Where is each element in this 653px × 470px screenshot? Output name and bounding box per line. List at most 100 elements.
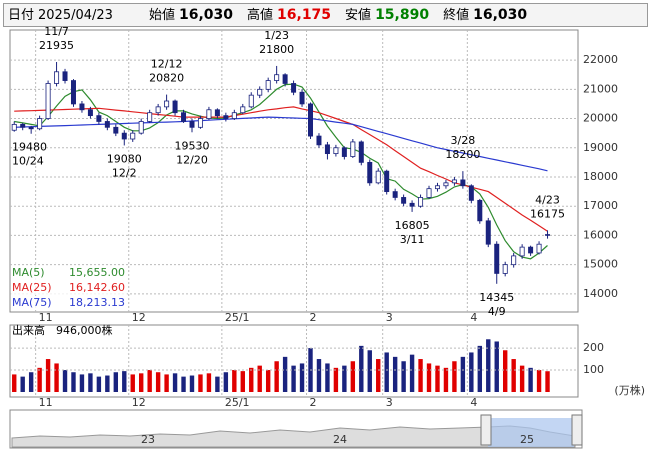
navigator-label: 23: [141, 433, 155, 446]
volume-bar: [291, 365, 296, 392]
legend-bg: [11, 281, 127, 295]
date-label: 日付: [8, 8, 35, 23]
volume-bar: [223, 372, 229, 392]
volume-bar: [147, 370, 152, 392]
candle-body: [536, 243, 542, 254]
candle-body: [274, 74, 280, 81]
candle-body: [231, 112, 237, 119]
annotation-date: 10/24: [12, 155, 44, 168]
x-tick-label: 11: [39, 396, 53, 409]
volume-bar: [54, 363, 59, 392]
volume-bar: [113, 372, 119, 392]
candle-body: [70, 80, 76, 105]
volume-label: 出来高: [12, 323, 45, 337]
legend-value: 16,142.60: [69, 281, 125, 294]
candle-body: [206, 109, 212, 119]
volume-bar: [477, 345, 483, 392]
candle-body: [350, 141, 356, 157]
volume-tick-label: 100: [583, 363, 604, 376]
candle-body: [451, 179, 457, 184]
candle-body: [104, 121, 110, 128]
y-tick-label: 16000: [583, 228, 618, 241]
legend-bg: [11, 296, 127, 310]
navigator-handle-left[interactable]: [480, 414, 492, 446]
annotation-date: 4/23: [535, 193, 560, 206]
candle-body: [494, 243, 500, 274]
volume-bar: [71, 372, 76, 392]
legend-bg: [11, 266, 127, 280]
candle-body: [426, 188, 432, 198]
candle-body: [87, 109, 93, 117]
volume-bar: [384, 352, 389, 392]
volume-bar: [96, 376, 102, 392]
candle-body: [54, 71, 60, 84]
candle-body: [358, 141, 364, 163]
candle-body: [197, 118, 203, 128]
annotation-value: 19530: [174, 139, 209, 152]
volume-bar: [469, 352, 474, 392]
candle-body: [96, 115, 102, 122]
x-tick-label: 12: [132, 311, 146, 324]
x-tick-label: 4: [470, 311, 477, 324]
candle-body: [324, 144, 330, 155]
volume-bar: [62, 370, 68, 392]
volume-bar: [164, 374, 169, 392]
volume-bar: [299, 363, 305, 392]
volume-latest: 946,000株: [56, 323, 113, 337]
candle-body: [248, 94, 254, 108]
volume-bar: [45, 359, 51, 392]
navigator-window[interactable]: [488, 418, 574, 447]
volume-bar: [79, 374, 85, 392]
volume-bar: [460, 356, 466, 392]
candle-body: [367, 161, 373, 184]
annotation-date: 11/7: [44, 25, 69, 38]
volume-bar: [274, 361, 279, 392]
candle-body: [485, 220, 491, 245]
x-tick-label: 3: [386, 311, 393, 324]
field-value: 15,890: [375, 7, 430, 23]
candle-body: [477, 199, 483, 222]
annotation-value: 19480: [12, 141, 47, 154]
candle-body: [138, 121, 144, 134]
volume-bar: [409, 354, 415, 392]
annotation-date: 1/23: [264, 29, 289, 42]
ma-line: [14, 83, 548, 260]
field-value: 16,175: [277, 7, 332, 23]
navigator-label: 25: [520, 433, 534, 446]
header-bar: 日付 2025/04/23 始値 16,030 高値 16,175 安値 15,890 終値 16…: [3, 3, 648, 27]
candle-body: [528, 246, 534, 254]
y-tick-label: 19000: [583, 141, 618, 154]
x-tick-label: 2: [310, 396, 317, 409]
volume-bar: [359, 345, 364, 392]
volume-bar: [189, 375, 195, 392]
candle-body: [121, 132, 127, 140]
ma-line: [14, 116, 548, 172]
y-tick-label: 20000: [583, 112, 618, 125]
volume-bar: [155, 372, 161, 392]
volume-bar: [503, 350, 508, 392]
volume-bar: [12, 374, 17, 392]
navigator-handle-right[interactable]: [571, 414, 583, 446]
volume-bar: [486, 339, 491, 392]
candle-body: [62, 71, 68, 81]
candle-body: [460, 179, 466, 187]
annotation-date: 4/9: [488, 305, 506, 318]
candle-body: [181, 112, 187, 122]
x-tick-label: 12: [132, 396, 146, 409]
volume-bar: [20, 376, 25, 392]
volume-bar: [240, 371, 245, 392]
candle-body: [443, 182, 449, 187]
legend-value: 15,655.00: [69, 266, 125, 279]
volume-bar: [367, 350, 372, 392]
candle-body: [308, 103, 314, 137]
candle-body: [164, 100, 170, 108]
candle-body: [409, 202, 415, 207]
volume-bar: [350, 361, 356, 392]
volume-bar: [265, 370, 271, 392]
candle-body: [434, 185, 440, 190]
legend-name: MA(25): [12, 281, 52, 294]
candle-body: [384, 170, 390, 193]
y-tick-label: 17000: [583, 199, 618, 212]
